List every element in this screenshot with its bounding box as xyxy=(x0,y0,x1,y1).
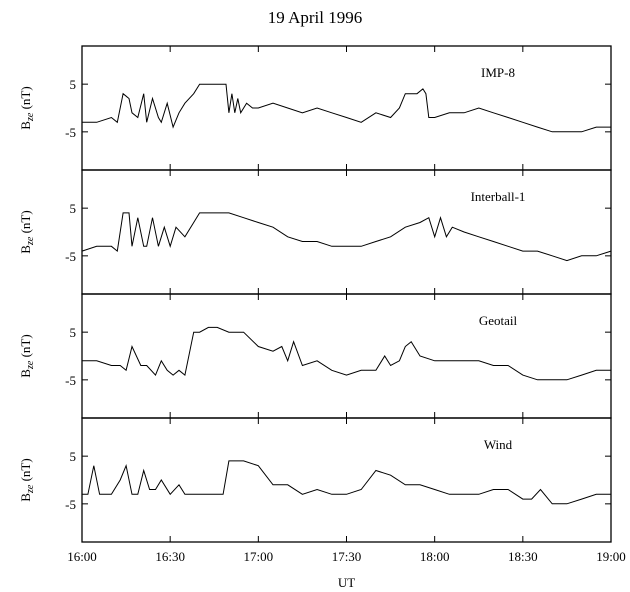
figure-title: 19 April 1996 xyxy=(267,8,363,27)
y-axis-label: Bze (nT) xyxy=(18,458,36,501)
panel-frame xyxy=(81,169,612,295)
y-tick-label: 5 xyxy=(70,325,77,340)
data-line xyxy=(82,83,611,133)
series-label: IMP-8 xyxy=(481,65,515,80)
y-axis-label: Bze (nT) xyxy=(18,86,36,129)
series-label: Wind xyxy=(484,437,513,452)
y-tick-label: 5 xyxy=(70,449,77,464)
panel-frame xyxy=(81,293,612,419)
y-tick-label: -5 xyxy=(65,125,76,140)
series-label: Geotail xyxy=(479,313,518,328)
x-tick-label: 16:30 xyxy=(155,549,185,564)
panel-wind: 5 -5 Bze (nT) Wind xyxy=(18,417,612,543)
data-line xyxy=(81,212,612,262)
x-tick-label: 16:00 xyxy=(67,549,97,564)
series-label: Interball-1 xyxy=(471,189,526,204)
x-tick-label: 18:30 xyxy=(508,549,538,564)
panel-frame xyxy=(81,45,612,171)
data-line xyxy=(82,326,611,381)
x-tick-label: 18:00 xyxy=(420,549,450,564)
panel-imp-8: 5 -5 Bze (nT) IMP-8 xyxy=(18,45,612,171)
y-tick-label: 5 xyxy=(70,77,77,92)
y-tick-label: -5 xyxy=(65,497,76,512)
x-tick-label: 17:30 xyxy=(332,549,362,564)
panel-geotail: 5 -5 Bze (nT) Geotail xyxy=(18,293,612,419)
y-axis-label: Bze (nT) xyxy=(18,210,36,253)
panel-interball-1: 5 -5 Bze (nT) Interball-1 xyxy=(18,169,612,295)
x-tick-label: 17:00 xyxy=(244,549,274,564)
y-axis-label: Bze (nT) xyxy=(18,334,36,377)
x-axis-label: UT xyxy=(338,575,355,590)
y-tick-label: 5 xyxy=(70,201,77,216)
y-tick-label: -5 xyxy=(65,373,76,388)
y-tick-label: -5 xyxy=(65,249,76,264)
x-tick-label: 19:00 xyxy=(596,549,626,564)
data-line xyxy=(82,460,611,505)
